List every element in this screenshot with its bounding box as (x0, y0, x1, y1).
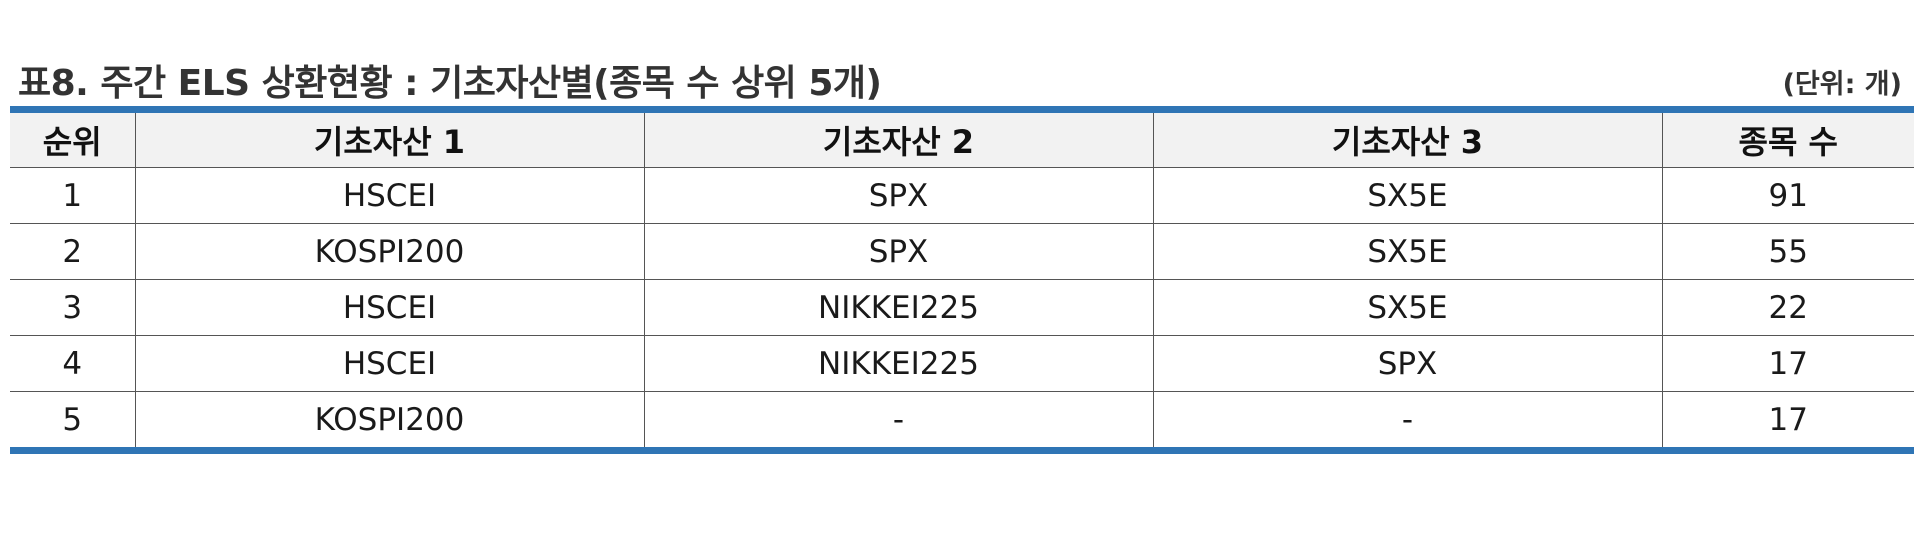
cell-underlying-2: NIKKEI225 (643, 279, 1154, 336)
cell-rank: 5 (10, 391, 136, 451)
cell-count: 17 (1661, 391, 1914, 451)
header-rank: 순위 (10, 109, 136, 168)
table-caption-row: 표8. 주간 ELS 상환현황 : 기초자산별(종목 수 상위 5개) (단위:… (10, 50, 1910, 106)
table-container: 순위 기초자산 1 기초자산 2 기초자산 3 종목 수 1 HSCEI SPX… (10, 106, 1914, 454)
cell-underlying-3: SX5E (1152, 223, 1663, 280)
cell-underlying-3: - (1152, 391, 1663, 451)
cell-underlying-3: SX5E (1152, 279, 1663, 336)
table-header-row: 순위 기초자산 1 기초자산 2 기초자산 3 종목 수 (10, 109, 1914, 168)
cell-underlying-2: SPX (643, 223, 1154, 280)
cell-underlying-1: KOSPI200 (134, 391, 645, 451)
cell-underlying-2: SPX (643, 167, 1154, 224)
header-underlying-3: 기초자산 3 (1152, 109, 1663, 168)
cell-count: 17 (1661, 335, 1914, 392)
cell-underlying-3: SPX (1152, 335, 1663, 392)
header-count: 종목 수 (1661, 109, 1914, 168)
table-row: 2 KOSPI200 SPX SX5E 55 (10, 223, 1914, 280)
table-row: 5 KOSPI200 - - 17 (10, 391, 1914, 451)
unit-label: (단위: 개) (1782, 69, 1902, 100)
table-row: 3 HSCEI NIKKEI225 SX5E 22 (10, 279, 1914, 336)
cell-underlying-3: SX5E (1152, 167, 1663, 224)
els-redemption-table: 순위 기초자산 1 기초자산 2 기초자산 3 종목 수 1 HSCEI SPX… (10, 106, 1914, 454)
cell-rank: 1 (10, 167, 136, 224)
header-underlying-1: 기초자산 1 (134, 109, 645, 168)
cell-rank: 3 (10, 279, 136, 336)
cell-count: 91 (1661, 167, 1914, 224)
header-underlying-2: 기초자산 2 (643, 109, 1154, 168)
table-row: 1 HSCEI SPX SX5E 91 (10, 167, 1914, 224)
cell-underlying-1: HSCEI (134, 335, 645, 392)
cell-underlying-1: KOSPI200 (134, 223, 645, 280)
cell-underlying-2: - (643, 391, 1154, 451)
cell-rank: 2 (10, 223, 136, 280)
cell-count: 22 (1661, 279, 1914, 336)
table-title: 표8. 주간 ELS 상환현황 : 기초자산별(종목 수 상위 5개) (18, 63, 882, 104)
cell-count: 55 (1661, 223, 1914, 280)
cell-underlying-2: NIKKEI225 (643, 335, 1154, 392)
cell-underlying-1: HSCEI (134, 279, 645, 336)
cell-rank: 4 (10, 335, 136, 392)
table-row: 4 HSCEI NIKKEI225 SPX 17 (10, 335, 1914, 392)
cell-underlying-1: HSCEI (134, 167, 645, 224)
